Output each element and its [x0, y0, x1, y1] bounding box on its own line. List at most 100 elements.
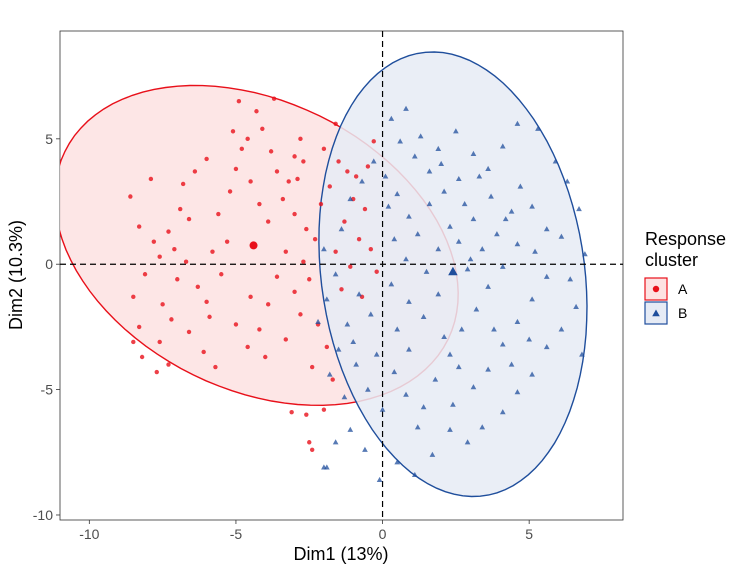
point-B — [332, 439, 339, 445]
point-A — [180, 181, 186, 187]
point-A — [245, 136, 250, 142]
point-B — [543, 273, 550, 279]
point-A — [280, 196, 286, 202]
point-B — [485, 366, 491, 372]
point-A — [128, 194, 133, 199]
point-A — [224, 239, 230, 244]
point-A — [157, 339, 162, 345]
point-B — [411, 471, 418, 477]
point-A — [131, 294, 136, 300]
point-B — [388, 115, 395, 121]
point-A — [301, 159, 306, 164]
point-A — [204, 156, 209, 162]
point-B — [406, 213, 412, 219]
point-B — [499, 143, 506, 149]
point-A — [263, 354, 268, 360]
point-B — [543, 226, 550, 232]
point-B — [394, 459, 401, 465]
point-A — [295, 176, 300, 182]
point-B — [558, 233, 565, 239]
point-B — [397, 138, 403, 144]
point-B — [529, 203, 535, 209]
point-B — [558, 326, 565, 332]
point-B — [453, 128, 459, 134]
point-B — [529, 296, 535, 302]
point-A — [304, 412, 309, 417]
point-A — [292, 154, 297, 159]
point-A — [178, 206, 183, 212]
point-B — [326, 371, 333, 377]
x-tick-label: 0 — [379, 526, 387, 542]
point-A — [236, 99, 242, 104]
x-tick-label: -5 — [230, 526, 243, 542]
point-B — [535, 125, 541, 131]
y-axis-label: Dim2 (10.3%) — [6, 220, 26, 330]
point-A — [204, 299, 209, 305]
point-B — [441, 333, 447, 340]
point-A — [166, 229, 171, 234]
point-B — [353, 361, 360, 367]
point-A — [283, 337, 288, 342]
point-A — [327, 184, 332, 189]
point-A — [195, 284, 201, 289]
point-B — [514, 389, 521, 395]
point-B — [423, 268, 430, 274]
point-B — [499, 409, 506, 415]
point-B — [411, 153, 418, 159]
point-B — [406, 298, 412, 304]
x-tick-label: 5 — [525, 526, 533, 542]
point-A — [292, 289, 297, 294]
x-axis-label: Dim1 (13%) — [293, 544, 388, 564]
point-A — [298, 312, 303, 317]
point-B — [455, 175, 462, 182]
point-B — [426, 201, 433, 207]
point-B — [388, 281, 395, 287]
point-A — [131, 339, 136, 345]
point-B — [479, 424, 486, 430]
point-A — [136, 224, 142, 229]
point-A — [333, 121, 338, 126]
point-A — [216, 211, 221, 217]
point-B — [385, 203, 392, 209]
point-B — [356, 291, 362, 297]
point-B — [338, 226, 345, 232]
point-A — [265, 302, 271, 307]
point-A — [265, 219, 271, 224]
point-A — [257, 201, 262, 207]
point-B — [447, 426, 453, 432]
point-A — [227, 189, 233, 194]
point-B — [508, 361, 515, 367]
point-B — [526, 336, 533, 342]
point-A — [330, 377, 335, 382]
point-A — [339, 287, 344, 292]
point-A — [348, 264, 353, 269]
point-B — [567, 276, 574, 282]
point-B — [476, 173, 483, 179]
legend-title-line-1: Response — [645, 229, 726, 249]
point-B — [576, 206, 582, 212]
point-B — [394, 191, 401, 197]
point-B — [332, 271, 339, 277]
point-A — [292, 211, 297, 217]
x-tick-label: -10 — [79, 526, 99, 542]
point-A — [371, 139, 376, 144]
point-A — [374, 269, 379, 274]
point-A — [257, 327, 262, 332]
point-B — [403, 105, 409, 111]
point-A — [186, 329, 192, 335]
point-B — [403, 391, 409, 397]
point-B — [341, 394, 348, 400]
point-A — [148, 176, 154, 182]
point-B — [379, 406, 386, 412]
point-B — [447, 223, 453, 229]
point-B — [335, 346, 342, 352]
point-B — [365, 386, 371, 392]
legend-marker-A — [652, 285, 660, 293]
point-B — [491, 326, 497, 332]
point-B — [467, 256, 474, 262]
point-A — [139, 354, 145, 360]
point-B — [373, 351, 380, 357]
centroid-B — [448, 266, 458, 276]
point-A — [356, 236, 362, 242]
point-B — [391, 369, 398, 375]
